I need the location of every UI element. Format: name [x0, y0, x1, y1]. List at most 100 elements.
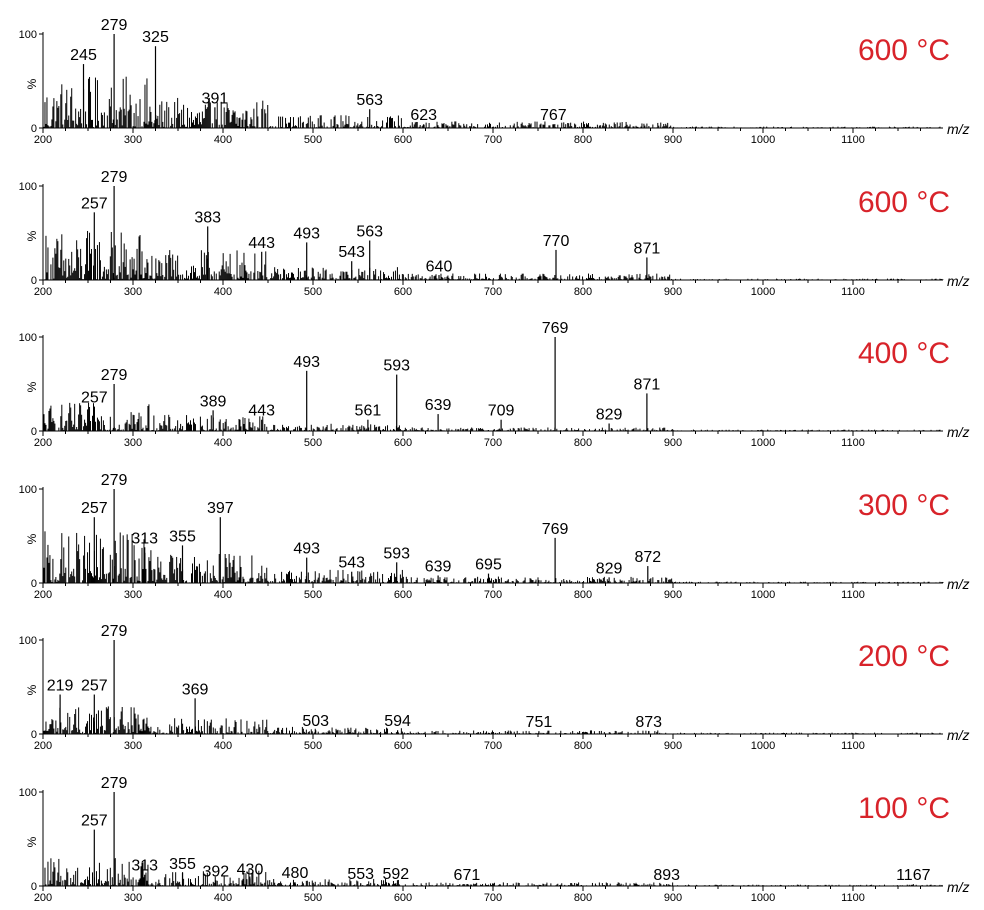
x-tick-label: 900	[664, 134, 682, 146]
x-tick-label: 400	[214, 740, 232, 752]
x-tick-label: 200	[34, 892, 52, 904]
spectrum-noise	[42, 230, 944, 280]
peak-label: 480	[282, 865, 309, 882]
peak-label: 355	[169, 856, 196, 873]
spectrum-noise	[42, 402, 941, 431]
x-tick-label: 700	[484, 437, 502, 449]
y-tick-label: 100	[19, 484, 37, 496]
x-tick-label: 200	[34, 134, 52, 146]
x-axis-label: m/z	[947, 576, 970, 592]
x-tick-label: 900	[664, 286, 682, 298]
peak-label: 553	[347, 866, 374, 883]
y-tick-label: 0	[31, 275, 37, 287]
peak-label: 257	[81, 813, 108, 830]
x-tick-label: 700	[484, 740, 502, 752]
x-tick-label: 800	[574, 437, 592, 449]
x-tick-label: 600	[394, 892, 412, 904]
x-tick-label: 1100	[841, 740, 865, 752]
x-tick-label: 300	[124, 589, 142, 601]
y-tick-label: 0	[31, 123, 37, 135]
peak-label: 313	[131, 530, 158, 547]
x-tick-label: 500	[304, 286, 322, 298]
temperature-label: 600 °C	[858, 34, 950, 67]
peak-label: 623	[410, 107, 437, 124]
peak-label: 593	[383, 358, 410, 375]
x-tick-label: 1000	[751, 589, 775, 601]
x-tick-label: 500	[304, 134, 322, 146]
peak-label: 871	[634, 376, 661, 393]
peak-label: 769	[542, 521, 569, 538]
spectrum-panel-3: 0 100% 200 300 400 500 600 700 800 900 1000 1100 m/z…	[19, 320, 970, 449]
temperature-label: 400 °C	[858, 337, 950, 370]
peak-label: 695	[475, 557, 502, 574]
peak-label: 257	[81, 678, 108, 695]
peak-label: 391	[202, 90, 229, 107]
spectrum-noise	[42, 531, 944, 583]
x-tick-label: 300	[124, 740, 142, 752]
x-tick-label: 400	[214, 589, 232, 601]
x-tick-label: 800	[574, 740, 592, 752]
peak-label: 443	[248, 235, 275, 252]
x-tick-label: 300	[124, 134, 142, 146]
peak-label: 873	[635, 714, 662, 731]
temperature-label: 600 °C	[858, 186, 950, 219]
x-tick-label: 400	[214, 892, 232, 904]
peak-label: 543	[338, 555, 365, 572]
x-tick-label: 500	[304, 589, 322, 601]
x-tick-label: 600	[394, 589, 412, 601]
peak-label: 313	[131, 858, 158, 875]
spectrum-panel-6: 0 100% 200 300 400 500 600 700 800 900 1000 1100 m/z…	[19, 775, 970, 904]
y-tick-label: 100	[19, 787, 37, 799]
x-tick-label: 1000	[751, 437, 775, 449]
peak-label: 245	[70, 47, 97, 64]
y-axis-label: %	[25, 78, 39, 89]
x-tick-label: 1000	[751, 892, 775, 904]
x-tick-label: 900	[664, 740, 682, 752]
x-tick-label: 1100	[841, 437, 865, 449]
x-axis-label: m/z	[947, 879, 970, 895]
x-tick-label: 900	[664, 589, 682, 601]
x-tick-label: 1000	[751, 740, 775, 752]
x-tick-label: 1000	[751, 134, 775, 146]
peak-label: 397	[207, 500, 234, 517]
x-tick-label: 300	[124, 892, 142, 904]
peak-label: 1167	[896, 867, 931, 884]
peak-label: 709	[488, 403, 515, 420]
y-axis-label: %	[25, 533, 39, 544]
x-tick-label: 800	[574, 589, 592, 601]
peak-label: 493	[293, 225, 320, 242]
spectrum-panel-1: 0 100% 200 300 400 500 600 700 800 900 1000 1100 m/z…	[19, 17, 970, 146]
x-tick-label: 1100	[841, 134, 865, 146]
temperature-label: 200 °C	[858, 640, 950, 673]
x-tick-label: 400	[214, 286, 232, 298]
x-tick-label: 600	[394, 437, 412, 449]
peak-label: 829	[596, 560, 623, 577]
spectrum-panel-2: 0 100% 200 300 400 500 600 700 800 900 1000 1100 m/z…	[19, 169, 970, 298]
spectrum-panel-5: 0 100% 200 300 400 500 600 700 800 900 1000 1100 m/z…	[19, 623, 970, 752]
x-tick-label: 600	[394, 134, 412, 146]
y-tick-label: 0	[31, 729, 37, 741]
y-tick-label: 0	[31, 426, 37, 438]
peak-label: 257	[81, 195, 108, 212]
spectrum-noise	[42, 706, 941, 734]
x-tick-label: 600	[394, 286, 412, 298]
peak-label: 592	[382, 866, 409, 883]
peak-label: 543	[338, 244, 365, 261]
x-tick-label: 500	[304, 740, 322, 752]
x-tick-label: 700	[484, 286, 502, 298]
x-tick-label: 900	[664, 437, 682, 449]
peak-label: 639	[425, 558, 452, 575]
x-tick-label: 200	[34, 740, 52, 752]
x-tick-label: 300	[124, 286, 142, 298]
y-tick-label: 100	[19, 181, 37, 193]
peak-label: 257	[81, 500, 108, 517]
x-tick-label: 800	[574, 134, 592, 146]
x-tick-label: 700	[484, 892, 502, 904]
x-tick-label: 500	[304, 437, 322, 449]
y-axis-label: %	[25, 230, 39, 241]
peak-label: 593	[383, 545, 410, 562]
peak-label: 443	[248, 403, 275, 420]
peak-label: 829	[596, 406, 623, 423]
peak-label: 430	[237, 861, 264, 878]
